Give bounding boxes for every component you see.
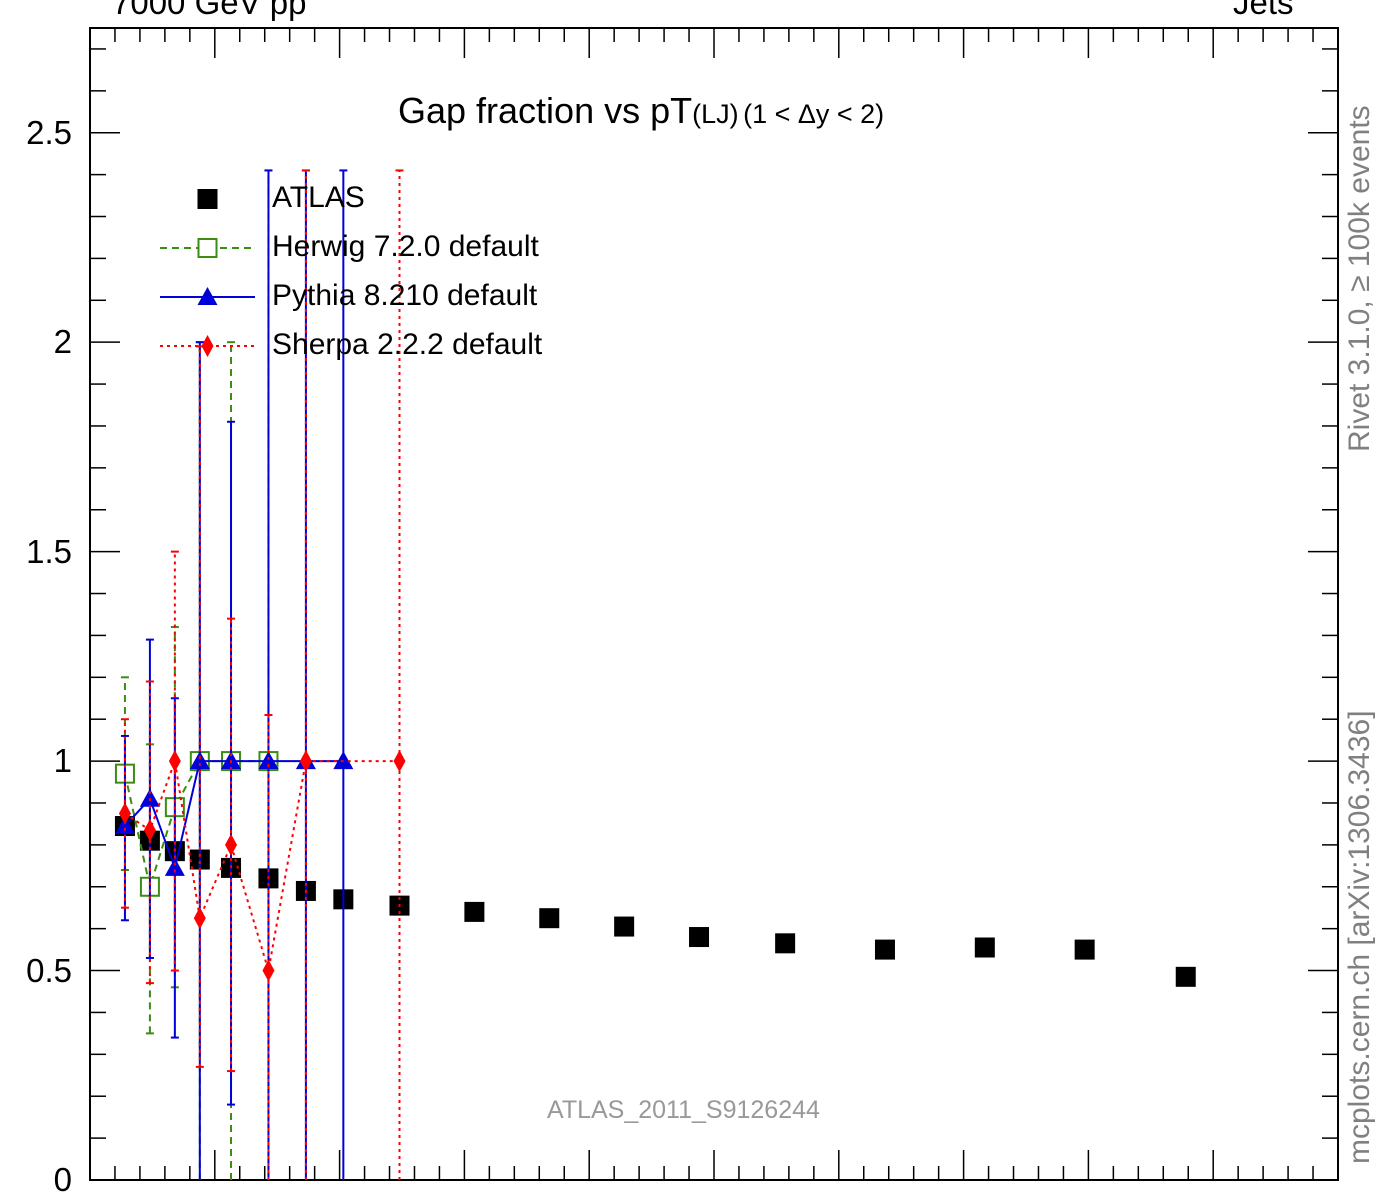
y-tick-label: 2.5: [26, 114, 72, 152]
legend-entry-label: Sherpa 2.2.2 default: [272, 328, 542, 362]
legend-entry-label: Herwig 7.2.0 default: [272, 230, 539, 264]
y-tick-label: 1: [54, 742, 72, 780]
chart-title: Gap fraction vs pT(LJ) (1 < Δy < 2): [398, 90, 884, 132]
series: [116, 170, 278, 1180]
marker-square: [464, 902, 484, 922]
marker-square: [614, 917, 634, 937]
chart-title-sub: (LJ): [692, 99, 739, 129]
y-tick-label: 0.5: [26, 952, 72, 990]
marker-diamond: [394, 750, 406, 772]
marker-square: [775, 933, 795, 953]
marker-diamond: [194, 907, 206, 929]
series: [115, 816, 1196, 987]
marker-open-square: [199, 239, 217, 257]
watermark: ATLAS_2011_S9126244: [547, 1096, 820, 1125]
y-tick-label: 0: [54, 1161, 72, 1199]
marker-square: [1075, 940, 1095, 960]
header-right: Jets: [1233, 0, 1294, 22]
chart-title-range: (1 < Δy < 2): [743, 99, 884, 129]
series: [119, 170, 406, 1180]
marker-diamond: [202, 335, 214, 357]
series-line: [125, 761, 343, 868]
header-left: 7000 GeV pp: [112, 0, 307, 22]
y-tick-label: 1.5: [26, 533, 72, 571]
data-series: [115, 170, 1196, 1180]
marker-diamond: [262, 960, 274, 982]
marker-square: [689, 927, 709, 947]
marker-square: [875, 940, 895, 960]
chart-title-main: Gap fraction vs pT: [398, 90, 692, 131]
marker-diamond: [169, 750, 181, 772]
marker-diamond: [225, 834, 237, 856]
marker-square: [975, 938, 995, 958]
marker-square: [539, 908, 559, 928]
legend: [160, 189, 255, 357]
y-tick-label: 2: [54, 323, 72, 361]
legend-entry-label: ATLAS: [272, 181, 365, 215]
marker-square: [1176, 967, 1196, 987]
side-label-mcplots: mcplots.cern.ch [arXiv:1306.3436]: [1343, 710, 1377, 1164]
marker-square: [198, 189, 218, 209]
legend-entry-label: Pythia 8.210 default: [272, 279, 537, 313]
series-line: [125, 761, 400, 970]
side-label-rivet: Rivet 3.1.0, ≥ 100k events: [1343, 105, 1377, 452]
